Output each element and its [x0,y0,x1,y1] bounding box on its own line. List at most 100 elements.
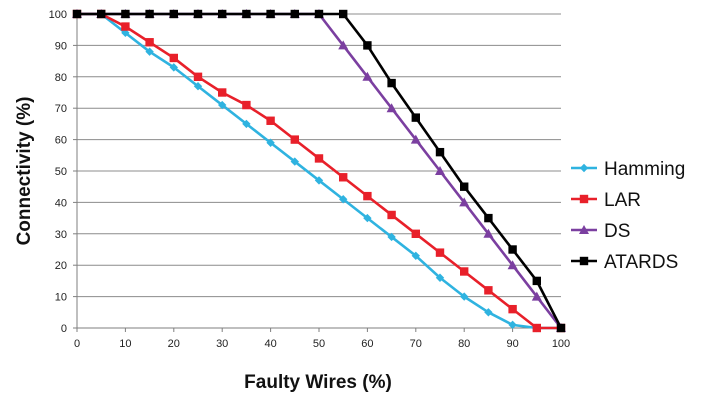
data-point-atards [532,276,541,286]
x-tick-label: 70 [410,338,422,350]
x-tick-label: 10 [119,338,131,350]
data-point-atards [193,9,203,19]
x-tick-label: 0 [74,338,80,350]
data-point-atards [242,9,251,19]
data-point-ds [459,197,470,207]
legend-marker-hamming [579,163,589,173]
axes [73,13,562,332]
data-point-hamming [266,138,275,147]
legend-marker-ds [579,225,589,234]
legend-marker-lar [579,194,589,204]
data-point-lar [484,286,493,295]
y-tick-label: 40 [55,197,67,209]
tick-labels: 0 10 20 30 40 50 60 70 80 90 100 0 10 20 30 40 50 60 70 80 9… [49,9,571,350]
data-point-atards [484,213,493,223]
data-point-atards [218,9,227,19]
data-point-lar [314,154,324,163]
data-point-atards [72,9,82,19]
data-point-hamming [218,100,227,110]
x-tick-label: 40 [264,338,276,350]
y-tick-label: 0 [61,323,67,335]
data-point-hamming [242,119,251,129]
data-point-ds [362,71,373,81]
x-axis-title: Faulty Wires (%) [244,372,392,393]
data-point-hamming [460,292,469,301]
x-tick-label: 60 [361,338,373,350]
x-tick-label: 90 [506,338,518,350]
data-point-atards [411,113,420,122]
data-point-hamming [339,195,348,204]
data-point-atards [169,9,178,19]
data-point-hamming [484,308,493,317]
gridlines [77,13,561,298]
data-point-lar [387,210,396,220]
y-tick-label: 100 [49,9,67,21]
data-point-atards [314,9,324,19]
legend-label-ds: DS [604,221,630,242]
data-point-lar [339,173,348,182]
data-point-atards [435,147,445,157]
data-point-lar [145,38,154,47]
series-group [72,9,566,333]
data-point-atards [290,9,299,19]
data-point-atards [363,41,372,50]
data-point-atards [266,9,275,19]
data-point-hamming [290,157,299,166]
y-tick-label: 70 [55,103,67,115]
legend-label-atards: ATARDS [604,252,678,273]
data-point-atards [339,9,348,19]
data-point-atards [97,9,106,19]
y-tick-label: 10 [55,292,67,304]
x-tick-label: 50 [313,338,325,350]
data-point-lar [266,116,275,125]
y-tick-label: 60 [55,135,67,147]
series-hamming [72,9,566,333]
data-point-hamming [411,251,420,260]
y-tick-label: 90 [55,40,67,52]
data-point-lar [218,88,227,97]
y-tick-label: 20 [55,260,67,272]
data-point-ds [435,166,445,175]
y-tick-label: 80 [55,72,67,84]
data-point-hamming [145,47,154,56]
data-point-ds [338,40,349,50]
x-tick-label: 100 [552,338,570,350]
data-point-lar [508,304,517,314]
data-point-hamming [169,63,178,72]
data-point-lar [411,229,420,238]
data-point-lar [363,191,372,201]
y-tick-label: 30 [55,229,67,241]
data-point-hamming [435,273,445,282]
data-point-hamming [363,213,372,223]
data-point-ds [531,291,542,301]
data-point-atards [460,182,469,191]
data-point-hamming [314,176,324,185]
data-point-lar [121,22,130,31]
y-axis-title: Connectivity (%) [14,97,35,246]
data-point-atards [145,9,154,19]
data-point-atards [508,245,517,254]
legend-marker-atards [579,256,589,266]
data-point-ds [507,260,518,270]
legend: Hamming LAR DS ATARDS [571,159,685,273]
legend-label-hamming: Hamming [604,159,685,180]
data-point-hamming [387,232,396,242]
legend-label-lar: LAR [604,190,641,211]
legend-item-hamming: Hamming [571,159,685,180]
data-point-lar [532,323,541,333]
x-tick-label: 80 [458,338,470,350]
data-point-lar [460,267,469,276]
legend-item-ds: DS [571,221,630,242]
data-point-ds [386,103,397,113]
data-point-lar [242,100,251,110]
data-point-lar [290,135,299,144]
series-atards [72,9,566,333]
data-point-ds [483,228,494,238]
y-tick-label: 50 [55,166,67,178]
data-point-atards [556,323,566,333]
data-point-lar [169,53,178,63]
legend-item-atards: ATARDS [571,252,678,273]
legend-item-lar: LAR [571,190,641,211]
